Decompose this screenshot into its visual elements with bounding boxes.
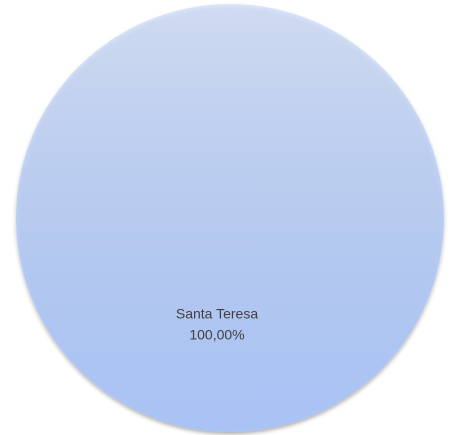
- slice-value-label: 100,00%: [189, 327, 244, 343]
- pie: [16, 4, 444, 432]
- pie-labels: Santa Teresa 100,00%: [176, 306, 258, 343]
- slice-category-label: Santa Teresa: [176, 306, 258, 322]
- pie-slice: [16, 4, 444, 432]
